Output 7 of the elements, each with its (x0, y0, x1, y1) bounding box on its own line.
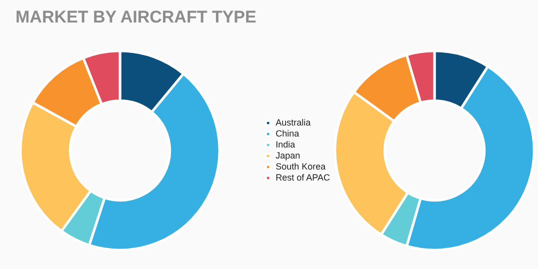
legend-label: Australia (276, 118, 311, 128)
chart-title: MARKET BY AIRCRAFT TYPE (16, 8, 256, 26)
legend-label: Japan (276, 150, 300, 160)
legend-label: South Korea (276, 162, 326, 172)
legend-label: India (276, 140, 296, 150)
legend-label: China (276, 128, 300, 138)
legend-label: Rest of APAC (276, 172, 330, 182)
